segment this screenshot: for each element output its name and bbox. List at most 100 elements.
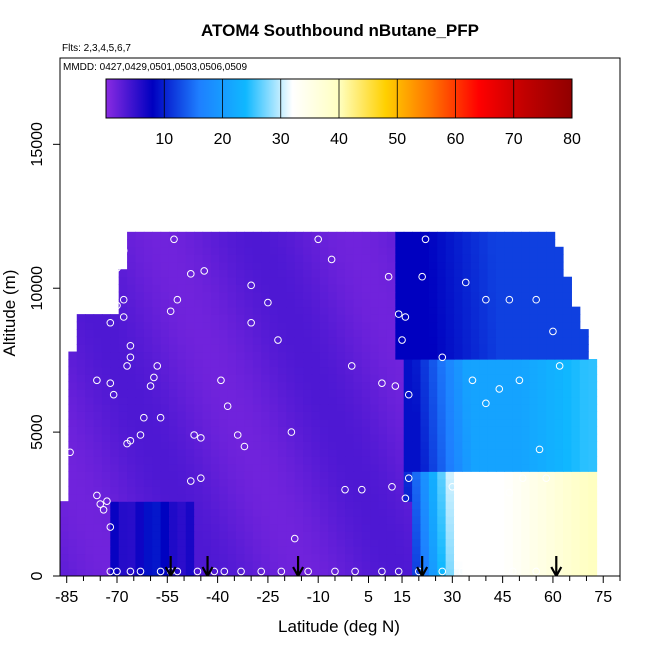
sample-point [485, 567, 494, 576]
heat-cell [512, 254, 522, 263]
heat-cell [244, 254, 254, 263]
heat-cell [579, 523, 589, 532]
heat-cell [454, 553, 463, 562]
heat-cell [412, 344, 422, 353]
heat-cell [244, 246, 254, 255]
heat-cell [202, 418, 212, 427]
heat-cell [177, 546, 187, 555]
heat-cell [277, 471, 287, 480]
heat-cell [479, 299, 489, 308]
heat-cell [495, 486, 505, 495]
heat-cell [487, 486, 497, 495]
heat-cell [504, 246, 514, 255]
heat-cell [445, 388, 455, 398]
heat-cell [479, 344, 489, 353]
heat-cell [403, 553, 413, 562]
heat-cell [60, 546, 69, 555]
heat-cell [210, 359, 220, 368]
heat-cell [386, 478, 396, 487]
heat-cell [378, 403, 388, 412]
heat-cell [303, 299, 313, 308]
heat-cell [118, 538, 128, 547]
heat-cell [236, 508, 246, 517]
heat-cell [470, 291, 480, 300]
heat-cell [571, 441, 581, 450]
heat-cell [194, 478, 204, 487]
heat-cell [420, 448, 430, 457]
heat-cell [160, 538, 170, 547]
heat-cell [521, 381, 531, 390]
heat-cell [454, 329, 463, 338]
heat-cell [261, 351, 271, 360]
heat-cell [361, 246, 371, 255]
heat-cell [529, 261, 539, 270]
heat-cell [370, 388, 380, 398]
heat-cell [546, 471, 556, 480]
heat-cell [168, 441, 178, 450]
heat-cell [328, 359, 338, 368]
heat-cell [386, 433, 396, 442]
heat-cell [227, 231, 237, 240]
heat-cell [395, 329, 405, 338]
heat-cell [579, 381, 589, 390]
colorbar-tick-label: 50 [388, 131, 406, 148]
heat-cell [571, 381, 581, 390]
heat-cell [168, 336, 178, 345]
heat-cell [210, 344, 220, 353]
sample-point [113, 264, 121, 272]
heat-cell [160, 359, 170, 368]
heat-cell [521, 411, 531, 420]
heat-cell [227, 373, 237, 383]
y-axis-label: Altitude (m) [0, 270, 19, 357]
heat-cell [588, 381, 598, 390]
heat-cell [269, 448, 279, 457]
heat-cell [152, 239, 162, 248]
heat-cell [303, 246, 313, 255]
sample-point [347, 362, 356, 370]
heat-cell [504, 329, 514, 338]
heat-cell [445, 329, 455, 338]
heat-cell [395, 314, 405, 323]
heat-cell [168, 359, 178, 368]
heat-cell [445, 531, 455, 540]
heat-cell [428, 538, 438, 547]
heat-cell [210, 553, 220, 562]
heat-cell [378, 568, 388, 576]
heat-cell [445, 456, 455, 465]
heat-cell [420, 396, 430, 405]
heat-cell [303, 493, 313, 502]
heat-cell [244, 381, 254, 390]
heat-cell [110, 433, 120, 442]
heat-cell [353, 411, 363, 420]
heat-cell [269, 321, 279, 330]
heat-cell [403, 478, 413, 487]
heat-cell [252, 351, 262, 360]
heat-cell [319, 388, 329, 398]
heat-cell [85, 359, 95, 368]
heat-cell [244, 231, 254, 240]
heat-cell [537, 411, 547, 420]
heat-cell [487, 239, 497, 248]
heat-cell [76, 418, 86, 427]
heat-cell [361, 254, 371, 263]
heat-cell [412, 538, 422, 547]
heat-cell [110, 448, 120, 457]
heat-cell [345, 403, 355, 412]
heat-cell [85, 351, 95, 360]
heat-cell [562, 403, 572, 412]
heat-cell [294, 441, 304, 450]
heat-cell [227, 426, 237, 435]
heat-cell [512, 553, 522, 562]
heat-cell [101, 456, 111, 465]
heat-cell [294, 433, 304, 442]
heat-cell [202, 538, 212, 547]
sample-point [119, 313, 128, 321]
heat-cell [378, 381, 388, 390]
heat-cell [177, 426, 187, 435]
heat-cell [495, 568, 505, 576]
heat-cell [101, 418, 111, 427]
heat-cell [412, 276, 422, 285]
heat-cell [185, 269, 195, 278]
heat-cell [236, 306, 246, 315]
heat-cell [319, 366, 329, 375]
